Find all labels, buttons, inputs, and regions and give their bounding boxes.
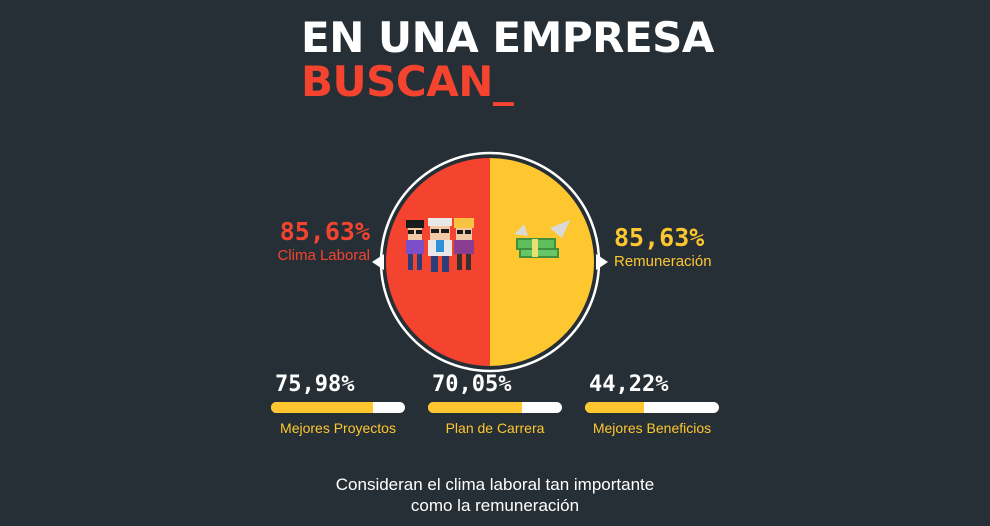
page-title: EN UNA EMPRESA [301,13,714,62]
progress-bar-fill [271,402,373,413]
metric-plan-de-carrera: 70,05% Plan de Carrera [428,372,568,436]
progress-bar [585,402,719,413]
people-icon [406,218,474,272]
progress-bar-fill [428,402,522,413]
metric-percent: 44,22% [589,372,669,397]
stat-clima-laboral: 85,63% Clima Laboral [262,218,370,266]
caption-line-1: Consideran el clima laboral tan importan… [335,475,655,494]
page-subtitle: BUSCAN_ [301,57,514,106]
progress-bar-fill [585,402,645,413]
metric-label: Mejores Proyectos [280,420,396,436]
split-pie [372,144,608,380]
metric-mejores-beneficios: 44,22% Mejores Beneficios [585,372,725,436]
caption-line-2: como la remuneración [410,496,580,515]
metric-label: Plan de Carrera [445,420,545,436]
split-pie-svg [372,151,608,373]
pie-half-remuneracion [490,158,594,366]
caption: Consideran el clima laboral tan importan… [0,474,990,516]
progress-bar [271,402,405,413]
stat-remuneracion-percent: 85,63% [614,223,705,252]
metric-percent: 70,05% [432,372,512,397]
metric-percent: 75,98% [275,372,355,397]
stat-clima-laboral-label: Clima Laboral [277,247,370,264]
pie-outline-ring [379,151,601,373]
progress-bar [428,402,562,413]
stat-clima-laboral-percent: 85,63% [279,217,370,246]
metric-label: Mejores Beneficios [592,420,712,436]
stat-remuneracion-label: Remuneración [614,253,712,270]
metric-mejores-proyectos: 75,98% Mejores Proyectos [271,372,411,436]
stat-remuneracion: 85,63% Remuneración [614,224,734,272]
flying-money-icon [514,220,570,258]
